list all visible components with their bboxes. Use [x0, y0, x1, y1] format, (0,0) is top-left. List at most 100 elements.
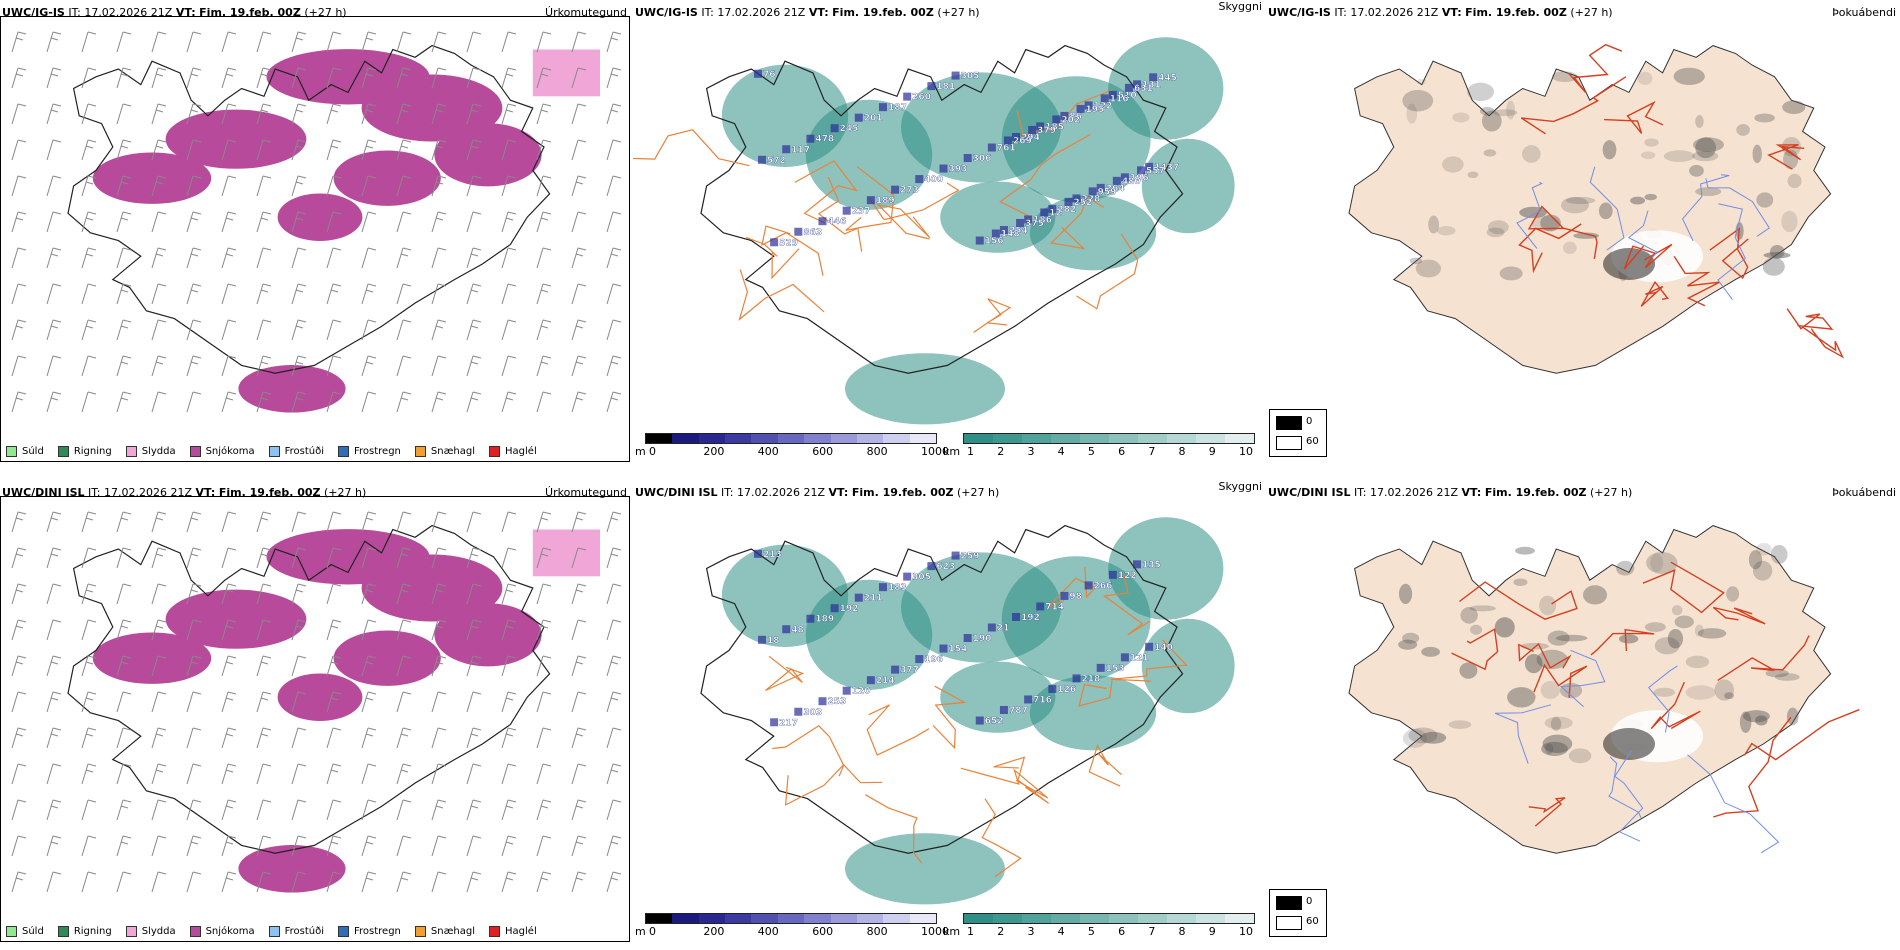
- fog-map: [1348, 43, 1845, 374]
- wind-barb: [396, 175, 412, 197]
- wind-barb: [361, 655, 377, 677]
- svg-text:478: 478: [815, 135, 834, 145]
- wind-barb: [326, 67, 342, 89]
- terrain-shade: [1697, 628, 1727, 639]
- wind-barb: [151, 691, 167, 713]
- panel-title: Þokuábendi: [1832, 6, 1896, 19]
- wind-barb: [571, 319, 587, 341]
- terrain-shade: [1550, 717, 1562, 731]
- wind-barb: [221, 247, 237, 269]
- road: [866, 704, 930, 756]
- value-label: 189: [866, 196, 895, 206]
- wind-barb: [11, 319, 27, 341]
- cloud-area: [1108, 37, 1224, 140]
- terrain-shade: [1540, 214, 1561, 232]
- wind-barb: [431, 211, 447, 233]
- panel-header: UWC/IG-IS IT: 17.02.2026 21Z VT: Fim. 19…: [1268, 6, 1613, 19]
- svg-text:116: 116: [1110, 94, 1129, 104]
- wind-barb: [501, 727, 517, 749]
- wind-barb: [151, 727, 167, 749]
- svg-text:154: 154: [948, 645, 967, 655]
- terrain-shade: [1460, 607, 1478, 624]
- wind-barb: [291, 103, 307, 125]
- value-label: 190: [963, 634, 992, 644]
- colorbar-tick: 200: [703, 445, 725, 458]
- wind-barb: [11, 139, 27, 161]
- value-label: 189: [806, 615, 834, 625]
- wind-barb: [536, 691, 552, 713]
- colorbar-tick: 4: [1057, 925, 1065, 938]
- map-frame: [0, 496, 630, 942]
- wind-barb: [81, 799, 97, 821]
- wind-barb: [151, 583, 167, 605]
- wind-barb: [291, 763, 307, 785]
- value-label: 192: [1012, 613, 1040, 623]
- legend-swatch: [6, 926, 17, 937]
- wind-barb: [46, 691, 62, 713]
- wind-barb: [361, 175, 377, 197]
- terrain-shade: [1754, 113, 1775, 123]
- wind-barb: [46, 247, 62, 269]
- visibility-colorbar: km 1 2 3 4 5 6 7 8 9 10: [943, 433, 1263, 458]
- terrain-shade: [1742, 710, 1770, 723]
- wind-barb: [606, 619, 622, 641]
- svg-text:259: 259: [961, 552, 980, 562]
- snow-area: [333, 150, 441, 206]
- terrain-shade: [1524, 653, 1543, 674]
- value-label: 264: [1096, 184, 1125, 194]
- legend-swatch: [125, 446, 137, 457]
- wind-barb: [431, 391, 447, 413]
- wind-barb: [151, 67, 167, 89]
- value-label: 135: [1133, 560, 1161, 570]
- value-label: 12: [1040, 208, 1062, 219]
- road: [1451, 628, 1499, 671]
- svg-text:98: 98: [1069, 592, 1082, 602]
- terrain-shade: [1644, 622, 1666, 632]
- legend-label: Súld: [22, 446, 44, 457]
- wind-barb: [396, 583, 412, 605]
- wind-barb: [466, 31, 482, 53]
- wind-barb: [606, 835, 622, 857]
- wind-barb: [571, 511, 587, 533]
- value-label: 218: [1072, 674, 1100, 685]
- wind-barb: [186, 211, 202, 233]
- panel-header: UWC/IG-IS IT: 17.02.2026 21Z VT: Fim. 19…: [635, 6, 980, 19]
- terrain-shade: [1786, 707, 1799, 726]
- road: [1642, 561, 1725, 614]
- colorbar-gradient: [963, 913, 1255, 924]
- value-label: 253: [818, 697, 846, 707]
- road: [1712, 606, 1766, 625]
- coastline: [67, 44, 551, 374]
- value-label: 446: [818, 217, 846, 227]
- wind-barb: [501, 283, 517, 305]
- svg-text:153: 153: [1106, 664, 1125, 674]
- terrain-shade: [1724, 692, 1735, 700]
- wind-barb: [501, 511, 517, 533]
- colorbar-tick: 5: [1087, 925, 1095, 938]
- legend-swatch: [489, 446, 501, 457]
- wind-barb: [291, 583, 307, 605]
- wind-barb: [151, 319, 167, 341]
- wind-barb: [466, 799, 482, 821]
- value-label: 572: [758, 156, 786, 166]
- wind-barb: [431, 871, 447, 893]
- wind-barb: [151, 763, 167, 785]
- wind-barb: [501, 871, 517, 893]
- coastline: [67, 524, 551, 854]
- wind-barb: [501, 355, 517, 377]
- wind-barb: [256, 247, 272, 269]
- wind-barb: [116, 175, 132, 197]
- terrain-shade: [1542, 734, 1573, 753]
- road: [960, 767, 1049, 799]
- legend-swatch: [414, 446, 426, 457]
- snow-area: [277, 673, 363, 721]
- wind-barb: [361, 511, 377, 533]
- wind-barb: [466, 511, 482, 533]
- svg-text:117: 117: [791, 145, 810, 155]
- wind-barb: [46, 283, 62, 305]
- svg-text:183: 183: [888, 583, 907, 593]
- road: [1786, 308, 1834, 330]
- wind-barb: [361, 835, 377, 857]
- svg-text:21: 21: [997, 624, 1010, 634]
- svg-text:192: 192: [840, 604, 859, 614]
